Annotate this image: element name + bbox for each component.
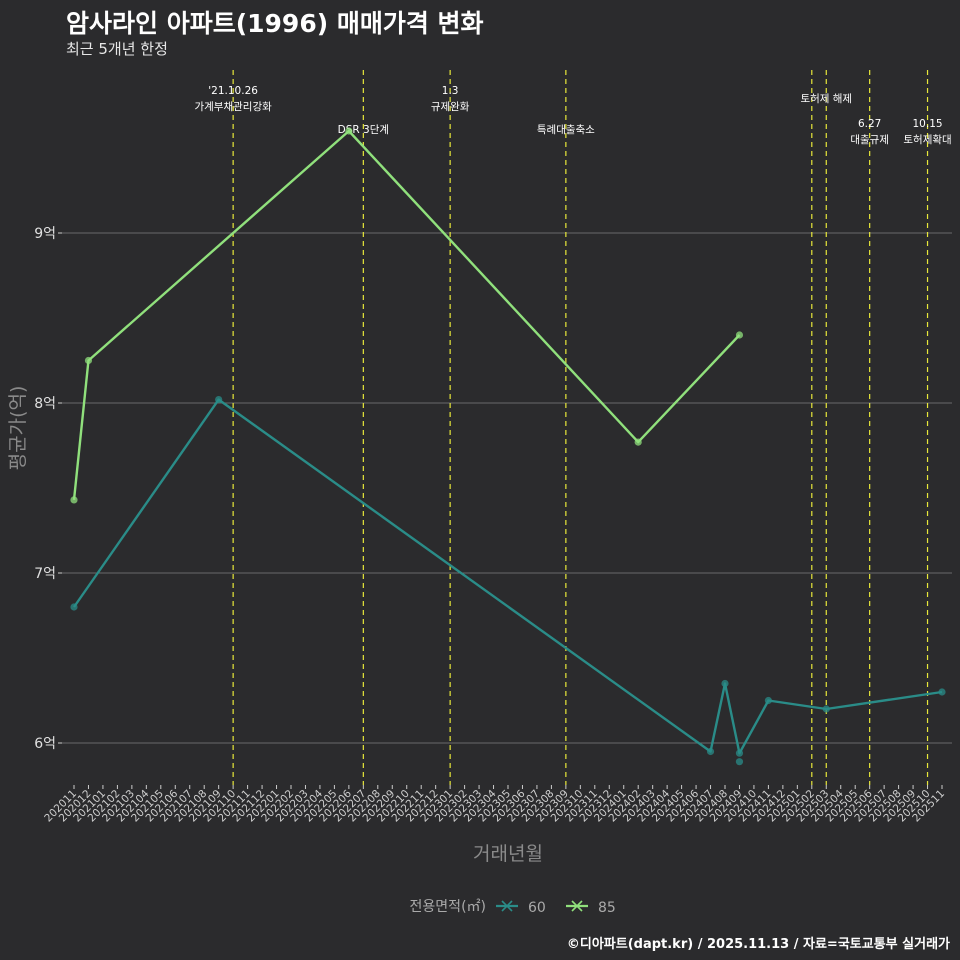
y-tick-label: 6억	[34, 736, 56, 752]
source-caption: ©디아파트(dapt.kr) / 2025.11.13 / 자료=국토교통부 실…	[566, 937, 950, 952]
event-label: 1.3	[442, 85, 459, 97]
x-axis-title: 거래년월	[473, 843, 543, 865]
event-label: 토허제확대	[903, 133, 951, 146]
series-85-point	[70, 496, 78, 504]
series-60-line	[73, 398, 943, 755]
series-85-point	[735, 331, 744, 339]
series-60-point	[70, 603, 78, 611]
legend-label: 60	[528, 900, 546, 916]
y-axis-title: 평균가(억)	[7, 386, 29, 471]
legend-title: 전용면적(㎡)	[410, 899, 486, 915]
series-60-point	[764, 696, 773, 705]
series-60-point	[706, 747, 715, 756]
series-85-point	[634, 438, 642, 446]
event-label: '21.10.26	[208, 85, 258, 97]
series-60-point	[822, 705, 830, 713]
series-85-point	[84, 356, 93, 365]
event-label: 규제완화	[431, 100, 470, 113]
event-label: 토허제 해제	[800, 92, 852, 105]
legend-label: 85	[598, 900, 616, 916]
y-tick-label: 9억	[34, 226, 56, 242]
chart-title: 암사라인 아파트(1996) 매매가격 변화	[66, 9, 484, 38]
event-label: 6.27	[858, 118, 881, 130]
event-label: 대출규제	[850, 134, 889, 146]
y-tick-label: 7억	[34, 566, 56, 582]
legend-key-cross	[501, 900, 513, 912]
series-60-point	[721, 679, 729, 688]
event-label: 10.15	[913, 118, 943, 130]
series-60-point	[735, 758, 744, 766]
event-label: 가계부채관리강화	[194, 101, 272, 113]
legend-key-cross	[571, 900, 583, 912]
series-60-point	[735, 749, 744, 757]
chart-subtitle: 최근 5개년 한정	[66, 40, 168, 58]
series-60-point	[215, 396, 223, 404]
series-85-point	[345, 127, 353, 135]
y-tick-label: 8억	[34, 396, 56, 412]
event-label: 특례대출축소	[537, 124, 595, 136]
series-60-point	[938, 688, 946, 696]
